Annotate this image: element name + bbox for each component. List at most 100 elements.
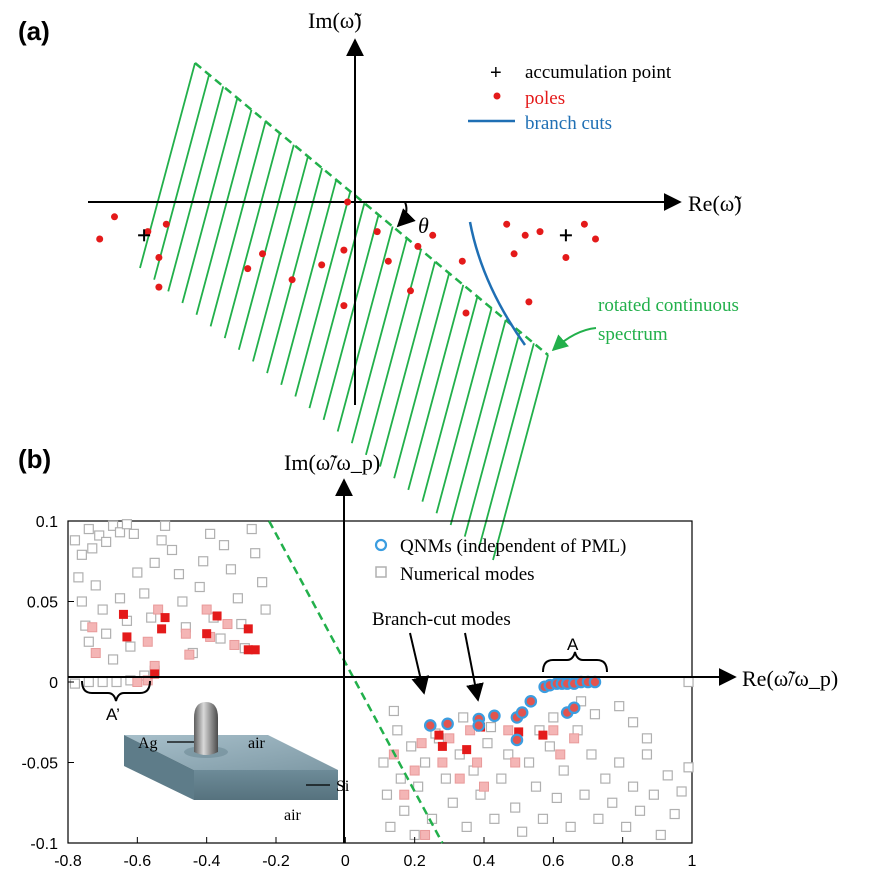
pole-point <box>340 302 348 310</box>
pink-mode <box>229 639 240 650</box>
qnm-point <box>524 695 538 708</box>
numerical-mode <box>90 580 101 591</box>
red-mode <box>437 741 447 751</box>
numerical-mode <box>107 654 119 665</box>
hatch-line <box>463 331 521 537</box>
numerical-mode <box>614 701 625 712</box>
pole-point <box>344 198 352 206</box>
hatch-line <box>266 167 323 374</box>
panel-b-label: (b) <box>18 444 51 474</box>
x-tick-label: -0.8 <box>54 853 82 869</box>
hatch-line <box>294 191 352 397</box>
numerical-mode <box>250 548 261 559</box>
numerical-mode <box>381 789 393 800</box>
numerical-mode <box>198 556 209 567</box>
qnm-group <box>423 675 602 747</box>
numerical-mode <box>454 749 465 760</box>
numerical-mode <box>447 797 458 808</box>
numerical-mode <box>156 535 167 546</box>
numerical-mode <box>565 821 576 833</box>
rotated-spectrum-arrow <box>551 327 597 352</box>
pink-mode <box>201 604 212 615</box>
pole-point <box>373 228 381 236</box>
numerical-mode <box>548 712 559 723</box>
pink-mode <box>409 765 420 776</box>
y-tick-labels: 0.1 0.05 0 -0.05 -0.1 <box>22 514 74 853</box>
numerical-modes-group <box>69 519 694 841</box>
im-axis-label: Im(ω̃) <box>308 8 362 33</box>
numerical-mode <box>128 528 139 539</box>
numerical-mode <box>205 528 216 539</box>
numerical-mode <box>83 676 94 688</box>
legend-numerical-label: Numerical modes <box>400 564 535 585</box>
x-tick-label: 1 <box>688 853 697 869</box>
red-mode <box>160 613 170 623</box>
spectrum-line <box>267 520 444 844</box>
numerical-mode <box>676 786 687 797</box>
numerical-mode <box>83 636 94 647</box>
numerical-mode <box>385 821 396 833</box>
numerical-mode <box>461 821 472 833</box>
rotated-spectrum-line <box>194 62 549 356</box>
pole-point <box>162 220 170 228</box>
pink-mode <box>444 733 455 744</box>
numerical-mode <box>378 757 389 768</box>
pink-mode <box>548 725 559 736</box>
pink-mode <box>399 789 410 800</box>
red-mode <box>243 645 253 655</box>
qnm-point <box>441 717 454 731</box>
y-tick-label: 0.1 <box>36 514 58 531</box>
im-axis-label-b: Im(ω̃/ω_p) <box>284 450 380 475</box>
hatch-line <box>153 74 210 280</box>
pink-mode <box>149 660 160 671</box>
pole-point <box>244 265 252 273</box>
numerical-mode <box>260 604 271 615</box>
pink-mode <box>420 829 431 840</box>
hatch-line <box>139 62 196 269</box>
pole-point <box>414 242 422 250</box>
re-axis-label: Re(ω̃) <box>688 191 742 216</box>
pole-point <box>144 228 152 236</box>
inset-si-label: Si <box>336 778 350 795</box>
numerical-mode <box>69 678 81 689</box>
numerical-mode <box>593 813 604 824</box>
qnm-point <box>510 733 524 747</box>
numerical-mode <box>125 641 136 652</box>
numerical-mode <box>558 765 569 776</box>
pole-point <box>429 231 437 239</box>
numerical-mode <box>586 749 597 760</box>
numerical-mode <box>589 709 601 720</box>
label-A: A <box>567 635 579 654</box>
red-mode <box>243 624 253 634</box>
numerical-mode <box>69 535 81 546</box>
numerical-mode <box>139 588 150 599</box>
pole-point <box>318 261 326 269</box>
x-tick-label: 0 <box>341 853 350 869</box>
numerical-mode <box>114 527 126 538</box>
x-tick-label: -0.6 <box>124 853 152 869</box>
x-tick-labels: -0.8 -0.6 -0.4 -0.2 0 0.2 0.4 0.6 0.8 1 <box>54 837 697 869</box>
pole-point <box>155 283 163 291</box>
branch-cut-label: Branch-cut modes <box>372 609 511 630</box>
numerical-mode <box>225 564 237 575</box>
numerical-mode <box>246 523 257 535</box>
numerical-mode <box>641 749 653 760</box>
hatch-line <box>167 86 225 292</box>
pole-point <box>503 220 511 228</box>
numerical-mode <box>257 577 268 588</box>
pole-point <box>562 254 570 261</box>
pink-mode <box>180 628 191 639</box>
hatch-line <box>223 132 281 339</box>
theta-arc <box>396 201 416 228</box>
accumulation-point <box>559 229 572 242</box>
numerical-mode <box>132 567 143 578</box>
pole-point <box>592 235 599 243</box>
numerical-mode <box>121 519 133 530</box>
rotated-spectrum-label-line1: rotated continuous <box>598 295 739 316</box>
panel-a-label: (a) <box>18 16 50 46</box>
numerical-mode <box>392 725 403 736</box>
numerical-mode <box>496 773 507 784</box>
pink-mode <box>503 725 514 736</box>
numerical-mode <box>419 757 431 768</box>
pink-mode <box>142 675 153 686</box>
